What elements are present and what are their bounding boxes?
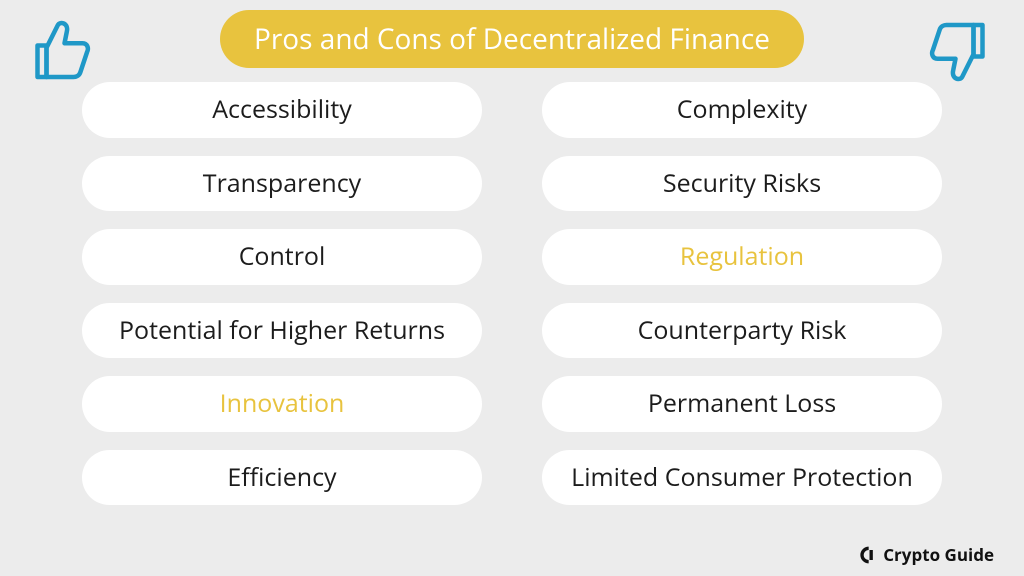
con-pill: Regulation [542,229,942,285]
pro-pill: Transparency [82,156,482,212]
infographic-canvas: Pros and Cons of Decentralized Finance A… [0,0,1024,576]
con-pill: Security Risks [542,156,942,212]
columns: Accessibility Transparency Control Potentia… [50,82,974,505]
cons-column: Complexity Security Risks Regulation Counte… [542,82,942,505]
pros-column: Accessibility Transparency Control Potentia… [82,82,482,505]
pro-pill: Potential for Higher Returns [82,303,482,359]
brand-text: Crypto Guide [883,543,994,566]
pro-pill: Innovation [82,376,482,432]
thumbs-up-icon [24,14,96,86]
thumbs-down-icon [924,16,996,88]
con-pill: Limited Consumer Protection [542,450,942,506]
con-pill: Permanent Loss [542,376,942,432]
con-pill: Counterparty Risk [542,303,942,359]
pro-pill: Efficiency [82,450,482,506]
con-pill: Complexity [542,82,942,138]
title-bar: Pros and Cons of Decentralized Finance [50,10,974,68]
brand-badge: Crypto Guide [857,543,994,566]
brand-logo-icon [857,545,877,565]
page-title: Pros and Cons of Decentralized Finance [220,10,804,68]
pro-pill: Control [82,229,482,285]
pro-pill: Accessibility [82,82,482,138]
